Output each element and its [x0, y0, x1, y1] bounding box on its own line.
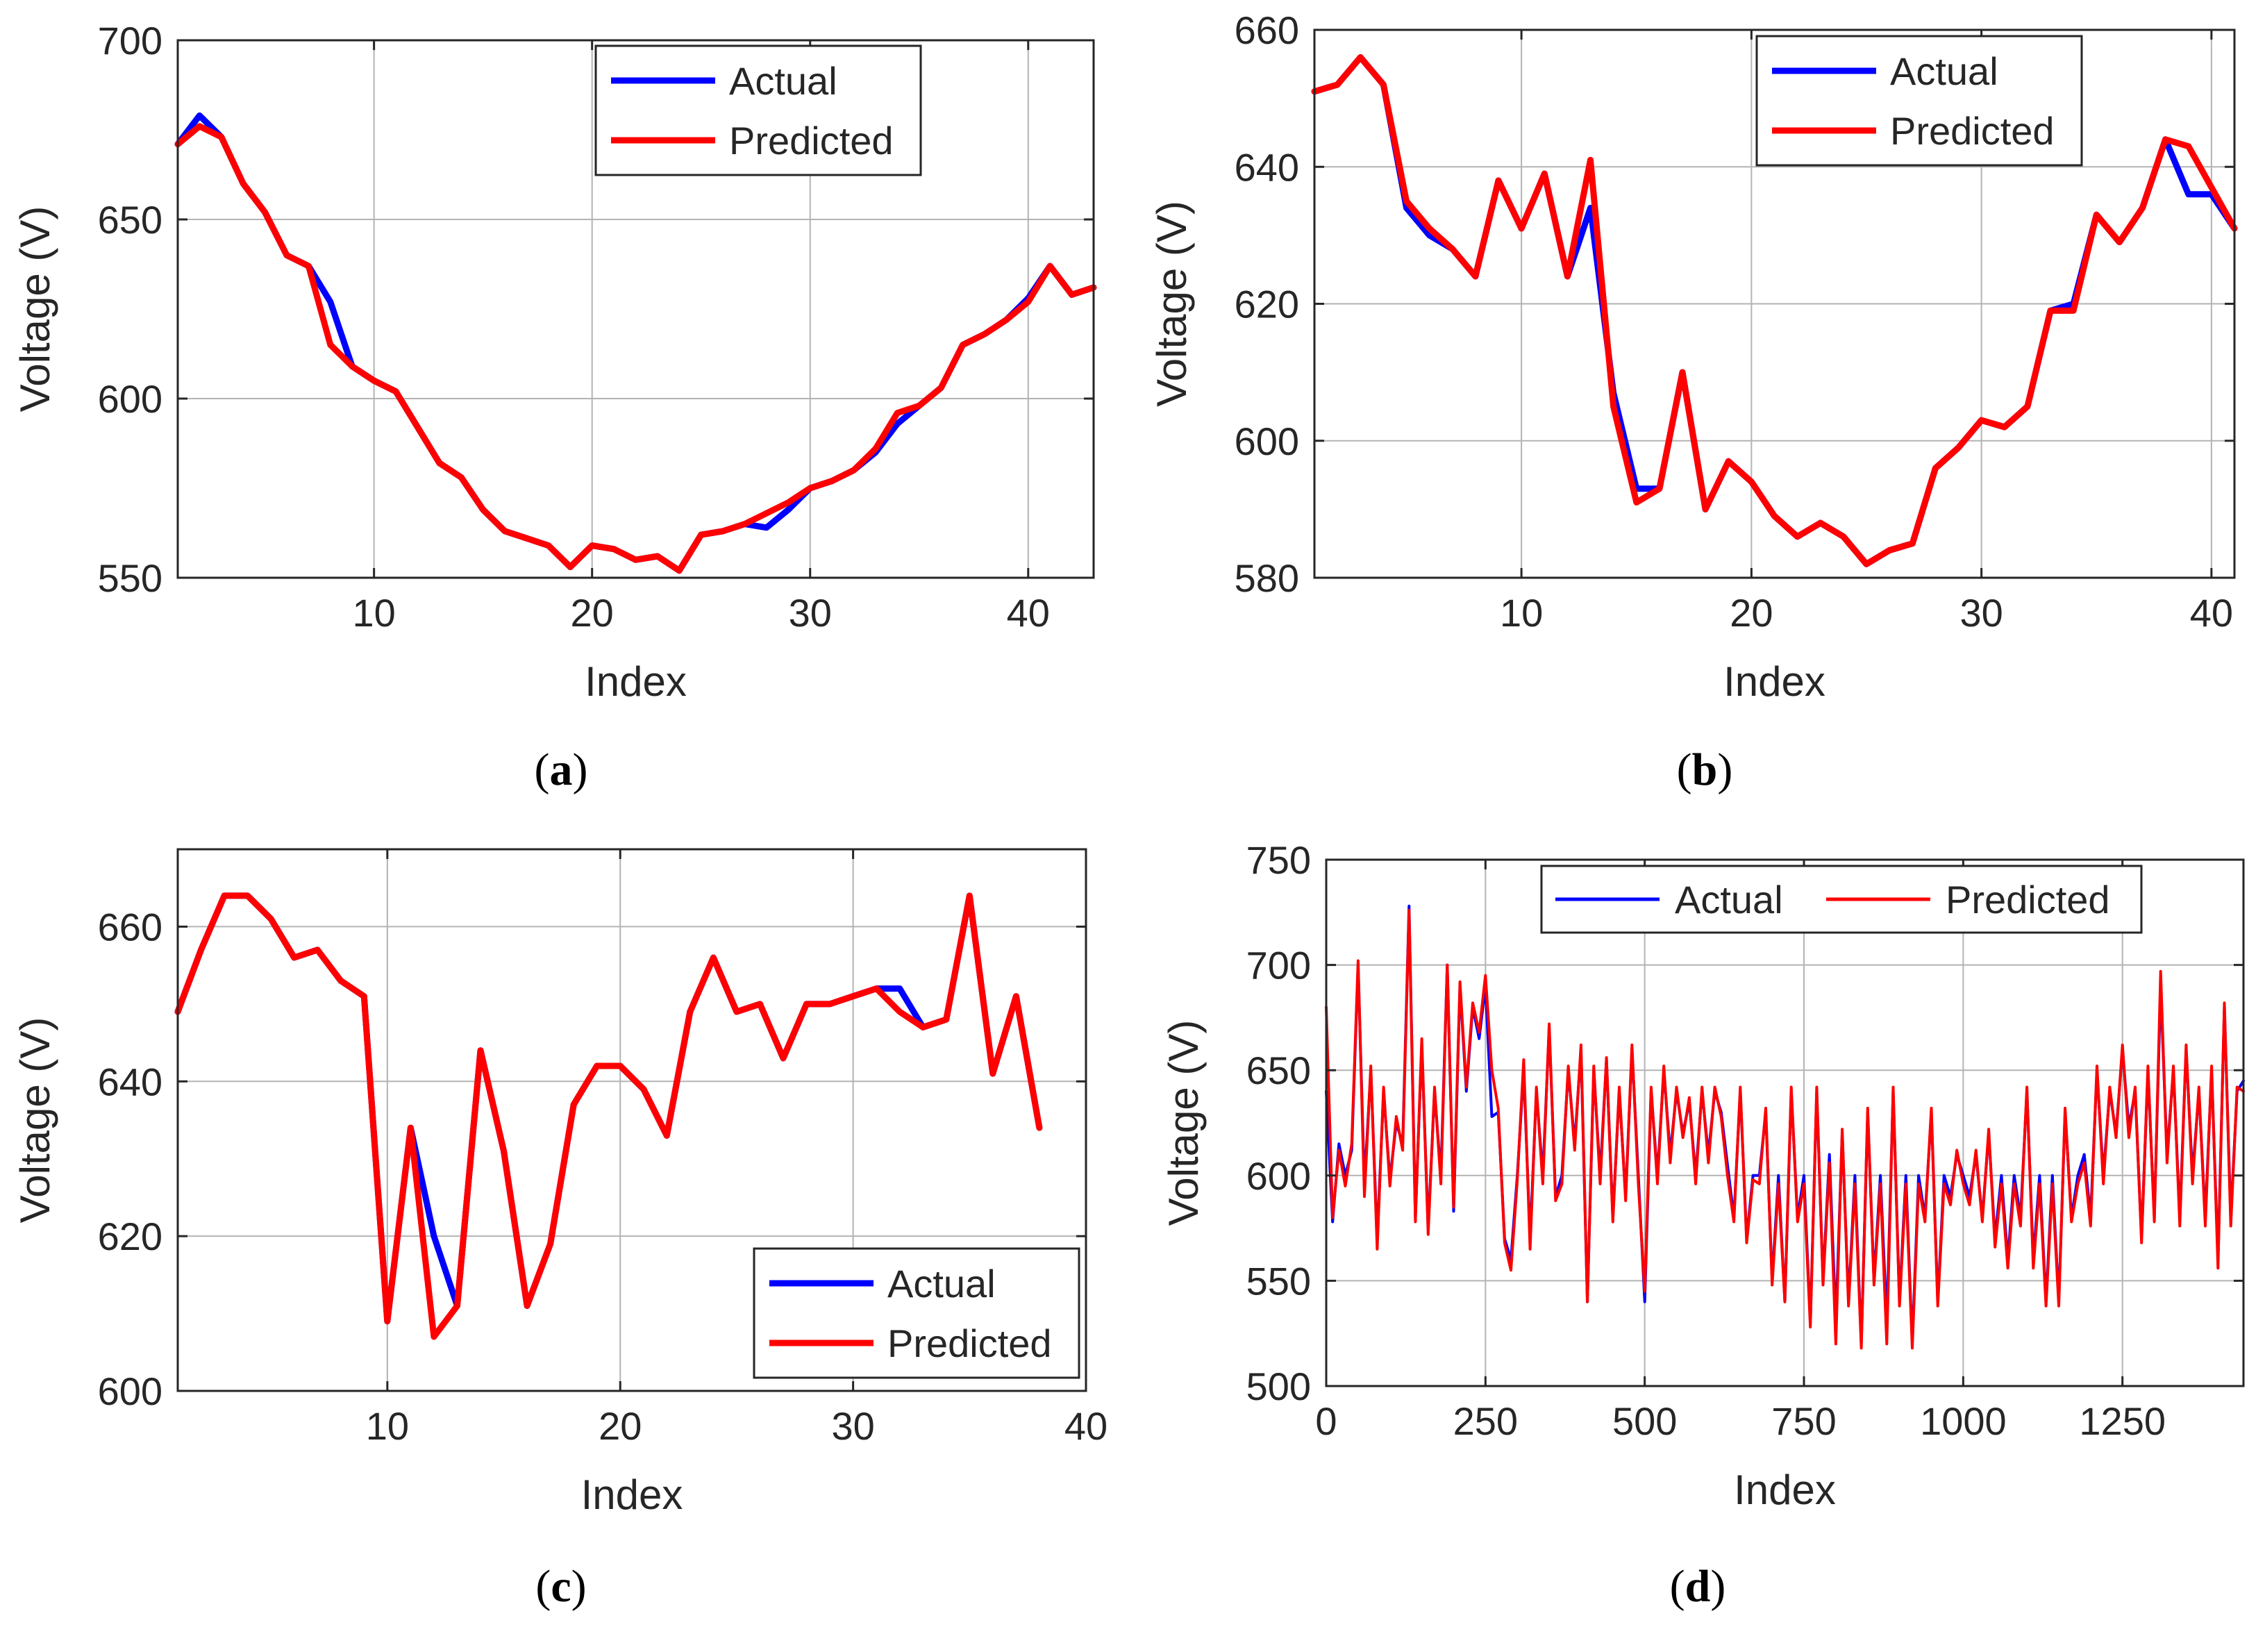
legend-label-predicted: Predicted	[1946, 878, 2110, 921]
legend-label-actual: Actual	[1675, 878, 1783, 921]
caption-paren: (	[1670, 1561, 1685, 1612]
chart-d: 0 250 500 750 1000 1250 500 550 600 650 700 750 Inde…	[1160, 838, 2245, 1612]
y-tick-label: 600	[98, 377, 162, 421]
caption-paren: )	[573, 744, 588, 795]
y-tick-label: 660	[98, 905, 162, 949]
x-axis-label: Index	[581, 1471, 683, 1518]
panel-caption: (d)	[1670, 1561, 1726, 1612]
y-tick-label: 550	[1246, 1259, 1311, 1303]
x-tick-label: 500	[1612, 1399, 1677, 1443]
y-tick-label: 640	[1235, 145, 1299, 189]
legend-label-predicted: Predicted	[729, 119, 894, 162]
x-tick-label: 750	[1771, 1399, 1836, 1443]
y-axis-label: Voltage (V)	[12, 1017, 58, 1224]
x-axis-label: Index	[1723, 658, 1825, 705]
chart-a: 10 20 30 40 550 600 650 700 Index Voltage (V) Actu…	[12, 19, 1097, 795]
axes-box	[176, 39, 1095, 579]
series-line-predicted	[1325, 908, 2245, 1350]
x-tick-label: 30	[789, 591, 832, 635]
caption-paren: )	[571, 1561, 587, 1612]
y-tick-label: 600	[1246, 1154, 1311, 1198]
legend-box	[753, 1247, 1080, 1379]
series-line-predicted	[174, 123, 1097, 574]
caption-paren: )	[1710, 1561, 1725, 1612]
x-tick-label: 0	[1315, 1399, 1337, 1443]
x-axis-label: Index	[585, 658, 687, 705]
legend-label-actual: Actual	[1890, 49, 1998, 93]
panel-caption: (b)	[1677, 744, 1733, 795]
chart-c: 10 20 30 40 600 620 640 660 Index Voltage (V) Actu…	[12, 848, 1108, 1612]
x-tick-label: 30	[831, 1404, 874, 1448]
y-tick-label: 700	[1246, 944, 1311, 987]
y-axis-label: Voltage (V)	[1160, 1020, 1207, 1226]
caption-paren: (	[535, 744, 550, 795]
legend-label-actual: Actual	[729, 59, 837, 103]
x-tick-label: 20	[571, 591, 614, 635]
axes-box	[176, 848, 1087, 1392]
y-tick-label: 580	[1235, 556, 1299, 600]
y-axis-label: Voltage (V)	[12, 206, 58, 412]
plot-area	[1326, 860, 2243, 1386]
caption-paren: )	[1717, 744, 1732, 795]
caption-letter: a	[550, 744, 573, 795]
panel-caption: (a)	[535, 744, 588, 795]
x-tick-label: 40	[2190, 591, 2233, 635]
y-tick-label: 650	[1246, 1049, 1311, 1092]
y-tick-label: 750	[1246, 838, 1311, 882]
legend-box	[594, 44, 922, 176]
y-tick-label: 600	[98, 1369, 162, 1413]
x-tick-label: 30	[1959, 591, 2003, 635]
y-tick-label: 500	[1246, 1365, 1311, 1408]
legend-label-predicted: Predicted	[887, 1321, 1052, 1365]
caption-paren: (	[535, 1561, 551, 1612]
x-tick-label: 1250	[2079, 1399, 2166, 1443]
y-tick-label: 640	[98, 1060, 162, 1103]
chart-b: 10 20 30 40 580 600 620 640 660 Index Voltage (V) A…	[1148, 8, 2238, 795]
x-tick-label: 10	[366, 1404, 409, 1448]
x-tick-label: 20	[599, 1404, 642, 1448]
caption-paren: (	[1677, 744, 1692, 795]
legend-label-predicted: Predicted	[1890, 109, 2055, 153]
x-tick-label: 20	[1730, 591, 1773, 635]
axes-box	[1325, 858, 2245, 1387]
y-tick-label: 600	[1235, 419, 1299, 463]
caption-letter: d	[1685, 1561, 1711, 1612]
x-axis-label: Index	[1734, 1467, 1836, 1513]
y-tick-label: 700	[98, 19, 162, 62]
y-tick-label: 550	[98, 556, 162, 600]
x-tick-label: 10	[1500, 591, 1543, 635]
series-line-predicted	[174, 892, 1043, 1340]
legend-label-actual: Actual	[887, 1262, 996, 1305]
legend-box	[1755, 35, 2083, 167]
x-tick-label: 40	[1007, 591, 1050, 635]
x-tick-label: 10	[352, 591, 395, 635]
x-tick-label: 1000	[1920, 1399, 2007, 1443]
series-line-predicted	[1311, 54, 2238, 567]
x-tick-label: 250	[1453, 1399, 1518, 1443]
panel-caption: (c)	[535, 1561, 586, 1612]
caption-letter: b	[1692, 744, 1718, 795]
caption-letter: c	[551, 1561, 571, 1612]
y-tick-label: 650	[98, 198, 162, 242]
y-axis-label: Voltage (V)	[1148, 201, 1195, 407]
y-tick-label: 660	[1235, 8, 1299, 52]
y-tick-label: 620	[98, 1215, 162, 1258]
y-tick-label: 620	[1235, 283, 1299, 326]
x-tick-label: 40	[1064, 1404, 1108, 1448]
